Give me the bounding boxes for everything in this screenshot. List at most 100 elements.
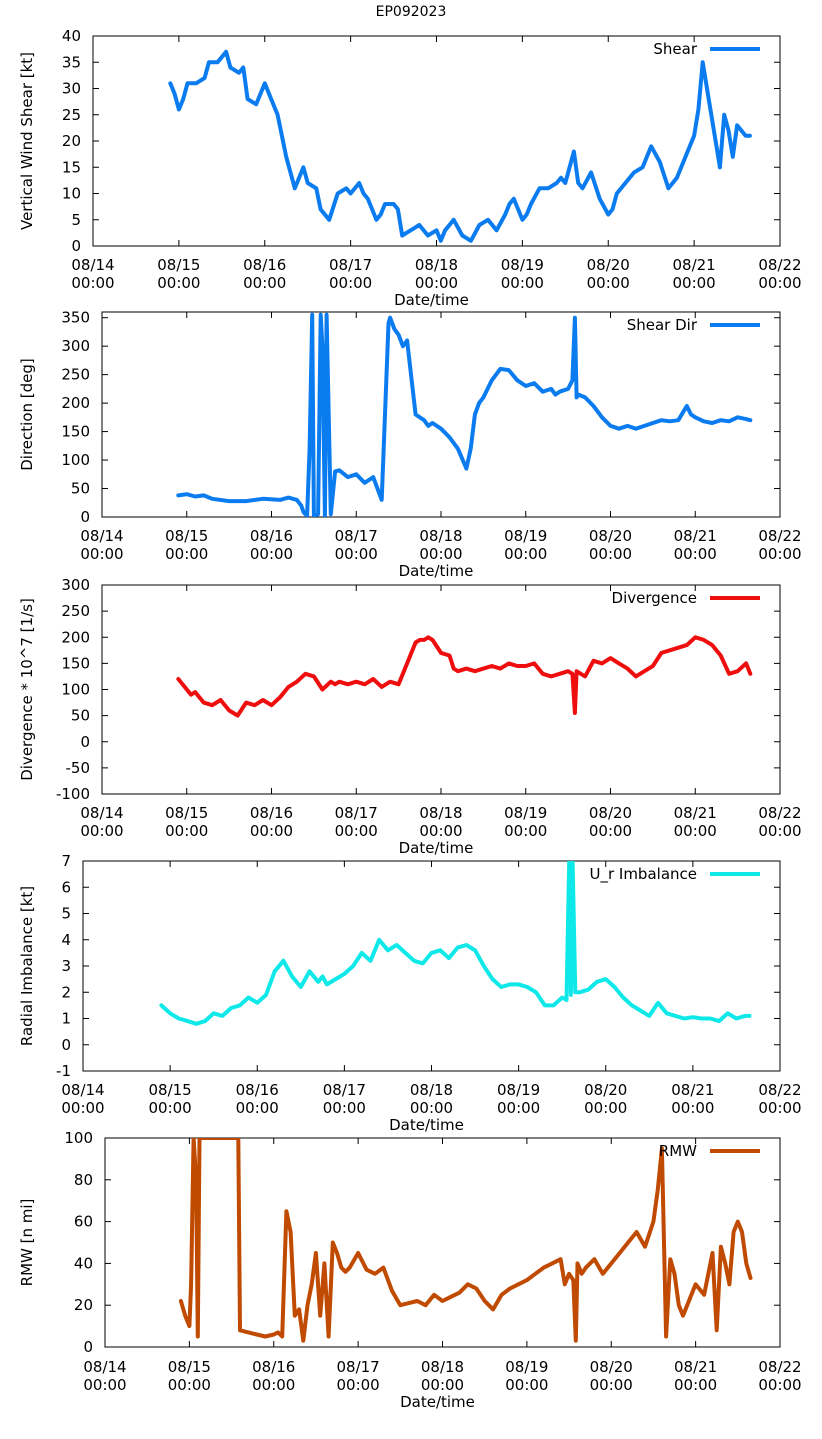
x-tick-label-date: 08/16 xyxy=(250,527,293,545)
x-tick-label-time: 00:00 xyxy=(589,822,632,840)
y-tick-label: 0 xyxy=(71,237,81,255)
plot-frame xyxy=(92,35,781,247)
y-tick-label: 25 xyxy=(62,106,81,124)
x-tick-label-time: 00:00 xyxy=(236,1099,279,1117)
x-tick-label-date: 08/16 xyxy=(250,804,293,822)
chart-title: EP092023 xyxy=(376,4,447,20)
x-tick-label-time: 00:00 xyxy=(589,545,632,563)
x-tick-label-date: 08/20 xyxy=(587,256,630,274)
x-tick-label-date: 08/15 xyxy=(149,1081,192,1099)
x-tick-label-time: 00:00 xyxy=(71,274,114,292)
legend-label: Shear xyxy=(653,40,697,58)
y-tick-label: 50 xyxy=(71,480,90,498)
x-tick-label-date: 08/17 xyxy=(337,1358,380,1376)
x-tick-label-date: 08/14 xyxy=(61,1081,104,1099)
x-tick-label-date: 08/16 xyxy=(243,256,286,274)
x-tick-label-time: 00:00 xyxy=(165,545,208,563)
y-tick-label: 0 xyxy=(80,733,90,751)
x-tick-label-date: 08/19 xyxy=(501,256,544,274)
x-axis-label: Date/time xyxy=(400,1393,475,1411)
y-axis-label: Radial Imbalance [kt] xyxy=(18,886,36,1046)
x-tick-label-date: 08/19 xyxy=(504,804,547,822)
series-line-rmw xyxy=(178,1138,753,1343)
panel-5: 02040608010008/1400:0008/1500:0008/1600:… xyxy=(18,1129,802,1411)
x-tick-label-time: 00:00 xyxy=(250,822,293,840)
x-tick-label-date: 08/18 xyxy=(421,1358,464,1376)
x-tick-label-time: 00:00 xyxy=(337,1376,380,1394)
y-tick-label: 200 xyxy=(61,628,90,646)
x-tick-label-time: 00:00 xyxy=(504,545,547,563)
x-tick-label-date: 08/14 xyxy=(83,1358,126,1376)
x-tick-label-date: 08/14 xyxy=(71,256,114,274)
x-tick-label-time: 00:00 xyxy=(584,1099,627,1117)
y-tick-label: 5 xyxy=(61,905,71,923)
y-tick-label: 20 xyxy=(62,132,81,150)
plot-frame xyxy=(82,860,781,1072)
x-axis-label: Date/time xyxy=(399,562,474,580)
legend-label: Shear Dir xyxy=(627,316,698,334)
x-tick-label-date: 08/21 xyxy=(674,527,717,545)
x-tick-label-date: 08/17 xyxy=(335,527,378,545)
x-tick-label-date: 08/20 xyxy=(584,1081,627,1099)
y-tick-label: 40 xyxy=(74,1254,93,1272)
x-tick-label-time: 00:00 xyxy=(335,545,378,563)
x-tick-label-time: 00:00 xyxy=(83,1376,126,1394)
x-tick-label-date: 08/22 xyxy=(758,256,801,274)
x-tick-label-date: 08/20 xyxy=(589,527,632,545)
panel-2: 05010015020025030035008/1400:0008/1500:0… xyxy=(18,309,802,580)
x-tick-label-date: 08/21 xyxy=(674,1358,717,1376)
x-tick-label-time: 00:00 xyxy=(250,545,293,563)
y-tick-label: 250 xyxy=(61,366,90,384)
y-tick-label: 0 xyxy=(83,1338,93,1356)
x-tick-label-date: 08/22 xyxy=(758,1081,801,1099)
legend-label: Divergence xyxy=(612,589,697,607)
x-tick-label-time: 00:00 xyxy=(505,1376,548,1394)
x-tick-label-date: 08/17 xyxy=(329,256,372,274)
x-tick-label-date: 08/16 xyxy=(236,1081,279,1099)
y-tick-label: 15 xyxy=(62,158,81,176)
x-tick-label-time: 00:00 xyxy=(758,1099,801,1117)
x-tick-label-time: 00:00 xyxy=(243,274,286,292)
y-tick-label: 80 xyxy=(74,1171,93,1189)
x-tick-label-date: 08/14 xyxy=(80,804,123,822)
y-tick-label: 5 xyxy=(71,211,81,229)
y-tick-label: 60 xyxy=(74,1213,93,1231)
x-tick-label-date: 08/18 xyxy=(410,1081,453,1099)
x-tick-label-time: 00:00 xyxy=(168,1376,211,1394)
x-tick-label-date: 08/18 xyxy=(415,256,458,274)
panel-1: 051015202530354008/1400:0008/1500:0008/1… xyxy=(18,27,802,309)
x-tick-label-time: 00:00 xyxy=(504,822,547,840)
series-line-shear xyxy=(168,49,752,243)
x-axis-label: Date/time xyxy=(389,1116,464,1134)
x-tick-label-date: 08/19 xyxy=(504,527,547,545)
y-tick-label: 2 xyxy=(61,983,71,1001)
x-tick-label-time: 00:00 xyxy=(329,274,372,292)
y-tick-label: 7 xyxy=(61,852,71,870)
x-tick-label-date: 08/14 xyxy=(80,527,123,545)
y-tick-label: 100 xyxy=(61,681,90,699)
x-tick-label-time: 00:00 xyxy=(419,822,462,840)
y-tick-label: 100 xyxy=(61,451,90,469)
y-tick-label: 30 xyxy=(62,80,81,98)
plot-frame xyxy=(101,584,781,795)
y-tick-label: 6 xyxy=(61,878,71,896)
y-tick-label: 300 xyxy=(61,576,90,594)
x-tick-label-time: 00:00 xyxy=(415,274,458,292)
chart-panels: 051015202530354008/1400:0008/1500:0008/1… xyxy=(18,27,802,1411)
x-axis-label: Date/time xyxy=(399,839,474,857)
y-tick-label: 150 xyxy=(61,423,90,441)
series-line-shear-dir xyxy=(176,312,753,517)
x-tick-label-date: 08/19 xyxy=(497,1081,540,1099)
y-tick-label: 200 xyxy=(61,394,90,412)
x-tick-label-time: 00:00 xyxy=(674,1376,717,1394)
x-tick-label-date: 08/15 xyxy=(165,804,208,822)
y-axis-label: RMW [n mi] xyxy=(18,1199,36,1287)
legend-label: U_r Imbalance xyxy=(589,865,697,884)
y-axis-label: Divergence * 10^7 [1/s] xyxy=(18,598,36,781)
x-tick-label-date: 08/22 xyxy=(758,804,801,822)
x-tick-label-time: 00:00 xyxy=(157,274,200,292)
x-tick-label-time: 00:00 xyxy=(80,545,123,563)
x-tick-label-time: 00:00 xyxy=(252,1376,295,1394)
y-tick-label: 20 xyxy=(74,1296,93,1314)
